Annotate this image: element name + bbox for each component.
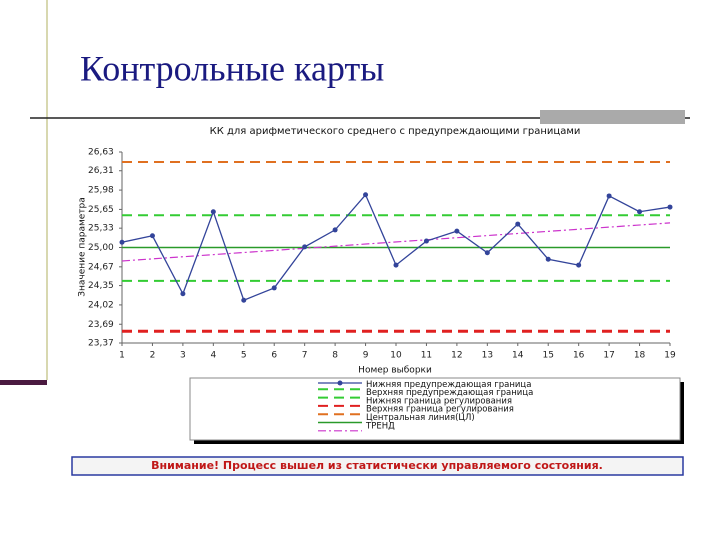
x-tick-label: 5	[241, 351, 247, 361]
x-tick-label: 1	[119, 351, 125, 361]
x-tick-label: 6	[271, 351, 277, 361]
notice: Внимание! Процесс вышел из статистически…	[151, 459, 603, 472]
x-tick-label: 7	[302, 351, 308, 361]
data-point	[332, 227, 338, 233]
data-point	[241, 297, 247, 303]
y-tick-label: 24,35	[88, 281, 114, 291]
data-point	[515, 221, 521, 227]
data-point	[423, 238, 429, 244]
x-tick-label: 19	[664, 351, 676, 361]
y-tick-label: 24,02	[88, 300, 114, 310]
notice-box	[71, 456, 684, 476]
x-tick-label: 3	[180, 351, 186, 361]
decor-bar	[0, 380, 47, 385]
legend-label: Верхняя предупреждающая граница	[366, 388, 533, 398]
x-tick-label: 14	[512, 351, 524, 361]
y-tick-label: 25,65	[88, 205, 114, 215]
x-tick-label: 4	[210, 351, 216, 361]
trend-line	[121, 222, 671, 262]
x-tick-label: 16	[573, 351, 585, 361]
data-point	[667, 204, 673, 210]
data-point	[119, 239, 125, 245]
data-point	[363, 192, 369, 198]
y-tick-label: 26,31	[88, 166, 114, 176]
y-tick-label: 25,00	[88, 243, 114, 253]
x-tick-label: 17	[603, 351, 614, 361]
x-axis-label: Номер выборки	[358, 366, 432, 376]
x-tick-label: 11	[421, 351, 432, 361]
x-tick-label: 13	[482, 351, 493, 361]
x-tick-label: 8	[332, 351, 338, 361]
legend-label: ТРЕНД	[365, 421, 395, 431]
chart-title: КК для арифметического среднего с предуп…	[210, 126, 581, 137]
legend-swatch	[337, 380, 343, 386]
y-tick-label: 25,33	[88, 224, 114, 234]
y-tick-label: 25,98	[88, 186, 114, 196]
data-point	[454, 228, 460, 234]
x-tick-label: 2	[150, 351, 156, 361]
data-point	[637, 209, 643, 215]
y-tick-label: 26,63	[88, 148, 114, 158]
data-point	[180, 291, 186, 297]
legend	[189, 377, 681, 441]
slide-title: Контрольные карты	[80, 48, 384, 88]
x-tick-label: 12	[451, 351, 462, 361]
legend-label: Центральная линия(ЦЛ)	[366, 413, 475, 423]
x-tick-label: 18	[634, 351, 646, 361]
x-tick-label: 9	[363, 351, 369, 361]
x-tick-label: 15	[542, 351, 553, 361]
data-point	[606, 193, 612, 199]
data-point	[545, 256, 551, 262]
data-point	[210, 209, 216, 215]
decor-box	[540, 110, 685, 124]
data-point	[576, 262, 582, 268]
y-axis-label: Значение параметра	[78, 197, 88, 297]
legend-label: Нижняя предупреждающая граница	[366, 380, 531, 390]
legend-label: Верхняя граница регулирования	[366, 405, 514, 415]
data-point	[393, 262, 399, 268]
legend-label: Нижняя граница регулирования	[366, 396, 512, 406]
y-tick-label: 23,37	[88, 339, 114, 349]
data-point	[271, 285, 277, 291]
y-tick-label: 23,69	[88, 320, 114, 330]
data-point	[484, 250, 490, 256]
data-point	[149, 233, 155, 239]
y-tick-label: 24,67	[88, 262, 114, 272]
x-tick-label: 10	[390, 351, 402, 361]
data-point	[302, 244, 308, 250]
